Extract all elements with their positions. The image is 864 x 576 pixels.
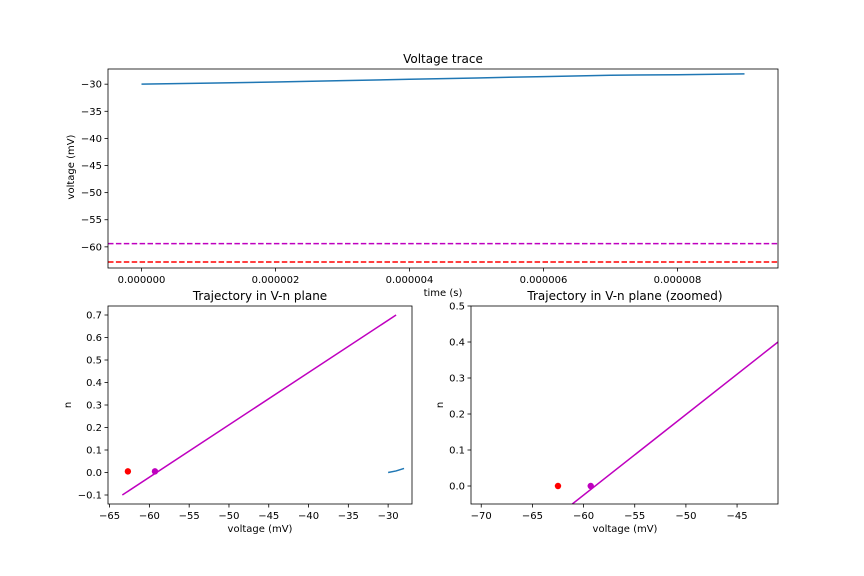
vn-plane-point-marker-1: [151, 468, 159, 475]
vn-plane-zoomed-ylabel: n: [435, 402, 446, 408]
vn-plane-zoomed-xtick-label-2: −60: [573, 511, 594, 522]
voltage-trace-xtick-label-1: 0.000002: [252, 275, 300, 286]
vn-plane-zoomed-ytick-label-2: 0.2: [449, 410, 465, 421]
voltage-trace-ytick-label-5: −35: [81, 107, 102, 118]
vn-plane-axes: −65 −60 −55 −50 −45 −40 −35 −30 −0.1 0.0 0.1 0.2 0.3…: [78, 305, 413, 522]
vn-plane-series-line-0: [121, 314, 397, 496]
vn-plane-ytick-label-7: 0.6: [86, 333, 102, 344]
voltage-trace-ytick-label-0: −60: [81, 242, 102, 253]
vn-plane-ytick-label-8: 0.7: [86, 311, 102, 322]
voltage-trace-ytick-label-3: −45: [81, 161, 102, 172]
vn-plane-xtick-label-2: −55: [179, 511, 200, 522]
vn-plane-zoomed-xtick-label-0: −70: [471, 511, 492, 522]
vn-plane-zoomed-plot-area: [554, 341, 778, 504]
voltage-trace-plot-area: [108, 73, 778, 263]
vn-plane-xtick-label-3: −50: [218, 511, 239, 522]
vn-plane-zoomed-xtick-label-3: −55: [624, 511, 645, 522]
vn-plane-zoomed-ytick-label-1: 0.1: [449, 446, 465, 457]
voltage-trace-xtick-label-2: 0.000004: [386, 275, 434, 286]
vn-plane-xlabel: voltage (mV): [228, 524, 293, 535]
vn-plane-series-line-1: [387, 467, 405, 474]
vn-plane-xtick-label-7: −30: [378, 511, 399, 522]
vn-plane-zoomed-ytick-label-3: 0.3: [449, 374, 465, 385]
voltage-trace-ytick-label-6: −30: [81, 80, 102, 91]
vn-plane-panel: Trajectory in V-n plane −65 −60 −55 −50 −45−…: [63, 289, 413, 535]
voltage-trace-xtick-label-3: 0.000006: [520, 275, 568, 286]
vn-plane-ylabel: n: [63, 402, 74, 408]
vn-plane-zoomed-frame: [470, 305, 779, 505]
vn-plane-ytick-label-4: 0.3: [86, 401, 102, 412]
vn-plane-title: Trajectory in V-n plane: [192, 289, 327, 303]
voltage-trace-panel: Voltage trace 0.000000 0.000002 0.000004 0.…: [66, 52, 779, 299]
vn-plane-zoomed-ytick-label-5: 0.5: [449, 302, 465, 313]
vn-plane-xtick-label-5: −40: [298, 511, 319, 522]
voltage-trace-xtick-label-0: 0.000000: [118, 275, 166, 286]
vn-plane-xtick-label-6: −35: [338, 511, 359, 522]
vn-plane-ytick-label-0: −0.1: [78, 491, 102, 502]
voltage-trace-xtick-label-4: 0.000008: [654, 275, 702, 286]
vn-plane-point-marker-0: [124, 468, 132, 475]
vn-plane-zoomed-xtick-label-5: −45: [727, 511, 748, 522]
voltage-trace-series-line-0: [141, 73, 745, 85]
vn-plane-plot-area: [121, 314, 405, 496]
vn-plane-zoomed-series-line-0: [571, 341, 778, 504]
vn-plane-zoomed-panel: Trajectory in V-n plane (zoomed) −70 −65−…: [435, 289, 779, 535]
voltage-trace-ytick-label-1: −55: [81, 215, 102, 226]
vn-plane-ytick-label-1: 0.0: [86, 468, 102, 479]
vn-plane-ytick-label-5: 0.4: [86, 378, 102, 389]
vn-plane-zoomed-point-marker-0: [554, 482, 562, 490]
vn-plane-zoomed-xtick-label-4: −50: [675, 511, 696, 522]
voltage-trace-ylabel: voltage (mV): [66, 134, 77, 199]
voltage-trace-ytick-label-2: −50: [81, 188, 102, 199]
voltage-trace-xlabel: time (s): [424, 288, 463, 299]
vn-plane-zoomed-xtick-label-1: −65: [522, 511, 543, 522]
vn-plane-xtick-label-4: −45: [258, 511, 279, 522]
voltage-trace-frame: [107, 68, 779, 269]
vn-plane-zoomed-title: Trajectory in V-n plane (zoomed): [526, 289, 722, 303]
voltage-trace-ytick-label-4: −40: [81, 134, 102, 145]
vn-plane-ytick-label-2: 0.1: [86, 446, 102, 457]
voltage-trace-axes: 0.000000 0.000002 0.000004 0.000006 0.000008…: [81, 68, 779, 286]
vn-plane-ytick-label-6: 0.5: [86, 356, 102, 367]
vn-plane-zoomed-ytick-label-4: 0.4: [449, 338, 465, 349]
vn-plane-xtick-label-1: −60: [139, 511, 160, 522]
vn-plane-zoomed-axes: −70 −65 −60 −55 −50 −45 0.0 0.1 0.2 0.3 0.4 0.5: [449, 302, 779, 522]
vn-plane-xtick-label-0: −65: [99, 511, 120, 522]
voltage-trace-title: Voltage trace: [403, 52, 483, 66]
vn-plane-zoomed-point-marker-1: [587, 482, 594, 490]
vn-plane-zoomed-xlabel: voltage (mV): [593, 524, 658, 535]
vn-plane-ytick-label-3: 0.2: [86, 423, 102, 434]
vn-plane-zoomed-ytick-label-0: 0.0: [449, 482, 465, 493]
